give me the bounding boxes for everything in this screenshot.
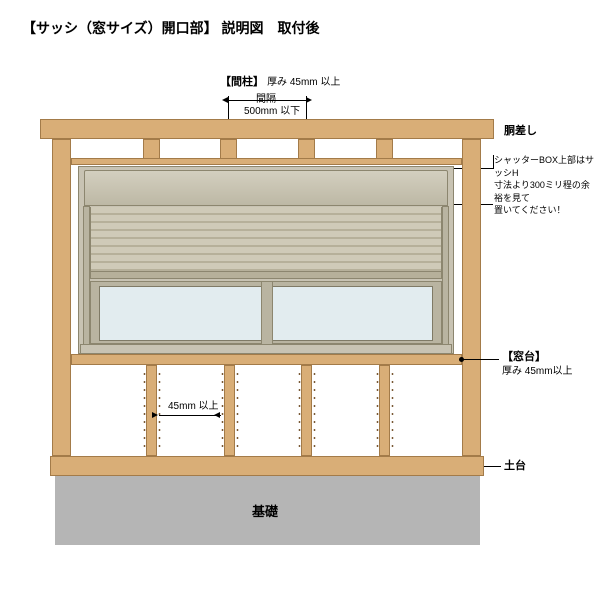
stud-lower-2 bbox=[224, 365, 235, 456]
post-left bbox=[52, 139, 71, 456]
dim-spacing-line bbox=[228, 100, 306, 101]
shutter-box bbox=[84, 170, 448, 206]
label-mabashira: 【間柱】 厚み 45mm 以上 bbox=[220, 75, 340, 89]
stud-dots bbox=[376, 370, 379, 452]
post-right bbox=[462, 139, 481, 456]
lead-dodai bbox=[484, 466, 501, 467]
label-spacing-spec: 500mm 以下 bbox=[244, 105, 300, 118]
label-girth: 胴差し bbox=[504, 124, 537, 138]
stud-dots bbox=[236, 370, 239, 452]
label-madodai: 【窓台】 厚み 45mm以上 bbox=[502, 350, 573, 379]
label-dodai: 土台 bbox=[504, 459, 526, 473]
dim-stud-arrow2 bbox=[152, 412, 158, 418]
dim-drop-r bbox=[306, 104, 307, 119]
shutter-rail-right bbox=[442, 206, 449, 346]
stud-dots bbox=[221, 370, 224, 452]
stud-dots bbox=[158, 370, 161, 452]
girth-beam bbox=[40, 119, 494, 139]
diagram-canvas: 【サッシ（窓サイズ）開口部】 説明図 取付後 【間柱】 厚み 45mm 以上 間… bbox=[0, 0, 600, 600]
stud-dots bbox=[391, 370, 394, 452]
sill-dodai bbox=[50, 456, 484, 476]
dim-drop-l bbox=[228, 104, 229, 119]
sash-bottom-trim bbox=[80, 344, 452, 354]
stud-dots bbox=[313, 370, 316, 452]
lead-madodai bbox=[463, 359, 499, 360]
stud-lower-4 bbox=[379, 365, 390, 456]
label-stud-spec: 45mm 以上 bbox=[168, 400, 219, 413]
dim-tick-l bbox=[228, 96, 229, 104]
stud-dots bbox=[143, 370, 146, 452]
label-kiso: 基礎 bbox=[252, 504, 278, 521]
dim-tick-r bbox=[306, 96, 307, 104]
glass-mullion bbox=[261, 282, 273, 345]
window-glass-area bbox=[90, 281, 442, 344]
stud-lower-1 bbox=[146, 365, 157, 456]
dim-stud-line bbox=[159, 415, 221, 416]
diagram-title: 【サッシ（窓サイズ）開口部】 説明図 取付後 bbox=[22, 18, 319, 38]
window-header-beam bbox=[71, 158, 462, 165]
stud-dots bbox=[298, 370, 301, 452]
shutter-bottom-bar bbox=[90, 271, 442, 279]
shutter-slats bbox=[90, 207, 442, 271]
stud-top-2 bbox=[220, 139, 237, 159]
stud-top-1 bbox=[143, 139, 160, 159]
window-sill-beam bbox=[71, 354, 462, 365]
stud-lower-3 bbox=[301, 365, 312, 456]
glass-pane-left bbox=[99, 286, 263, 341]
shutter-rail-left bbox=[83, 206, 90, 346]
stud-top-3 bbox=[298, 139, 315, 159]
stud-top-4 bbox=[376, 139, 393, 159]
note-shutter: シャッターBOX上部はサッシH 寸法より300ミリ程の余裕を見て 置いてください… bbox=[494, 154, 594, 217]
glass-pane-right bbox=[269, 286, 433, 341]
